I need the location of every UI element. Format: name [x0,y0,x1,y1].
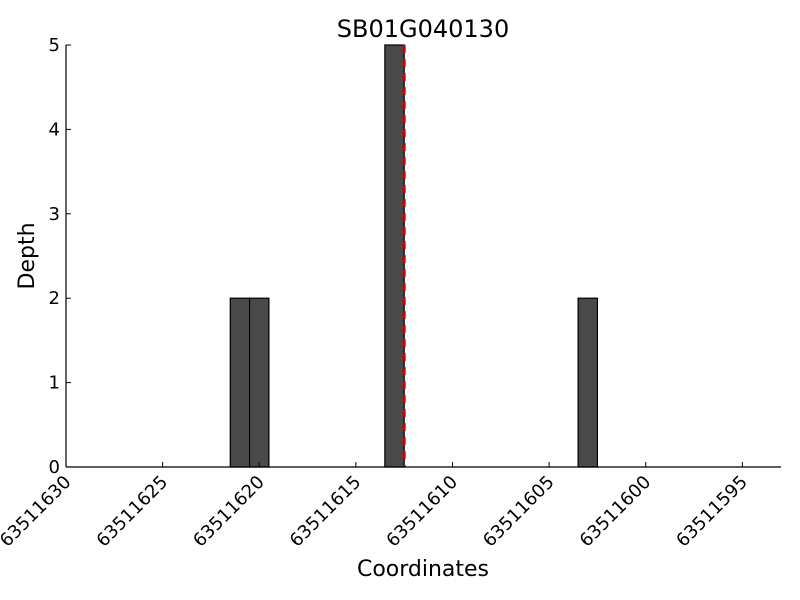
y-axis-label: Depth [15,222,40,289]
x-tick-label: 63511625 [93,472,173,552]
y-tick-label: 0 [49,457,60,478]
x-tick-label: 63511620 [189,472,269,552]
bar [229,297,251,468]
y-tick-label: 2 [49,288,60,309]
x-tick-label: 63511595 [672,472,752,552]
bar [248,297,270,468]
x-axis-label: Coordinates [357,557,489,582]
y-tick-label: 3 [49,204,60,225]
x-tick-label: 63511600 [576,472,656,552]
bar [577,297,599,468]
x-tick-label: 63511605 [479,472,559,552]
x-tick-label: 63511615 [286,472,366,552]
x-tick-label: 63511630 [0,472,76,552]
y-tick-label: 1 [49,373,60,394]
y-tick-label: 4 [49,119,60,140]
bars-group [229,44,599,468]
bar [384,44,405,468]
y-tick-label: 5 [49,35,60,56]
axes-group [65,45,781,468]
chart-title: SB01G040130 [337,15,509,43]
x-tick-label: 63511610 [382,472,462,552]
